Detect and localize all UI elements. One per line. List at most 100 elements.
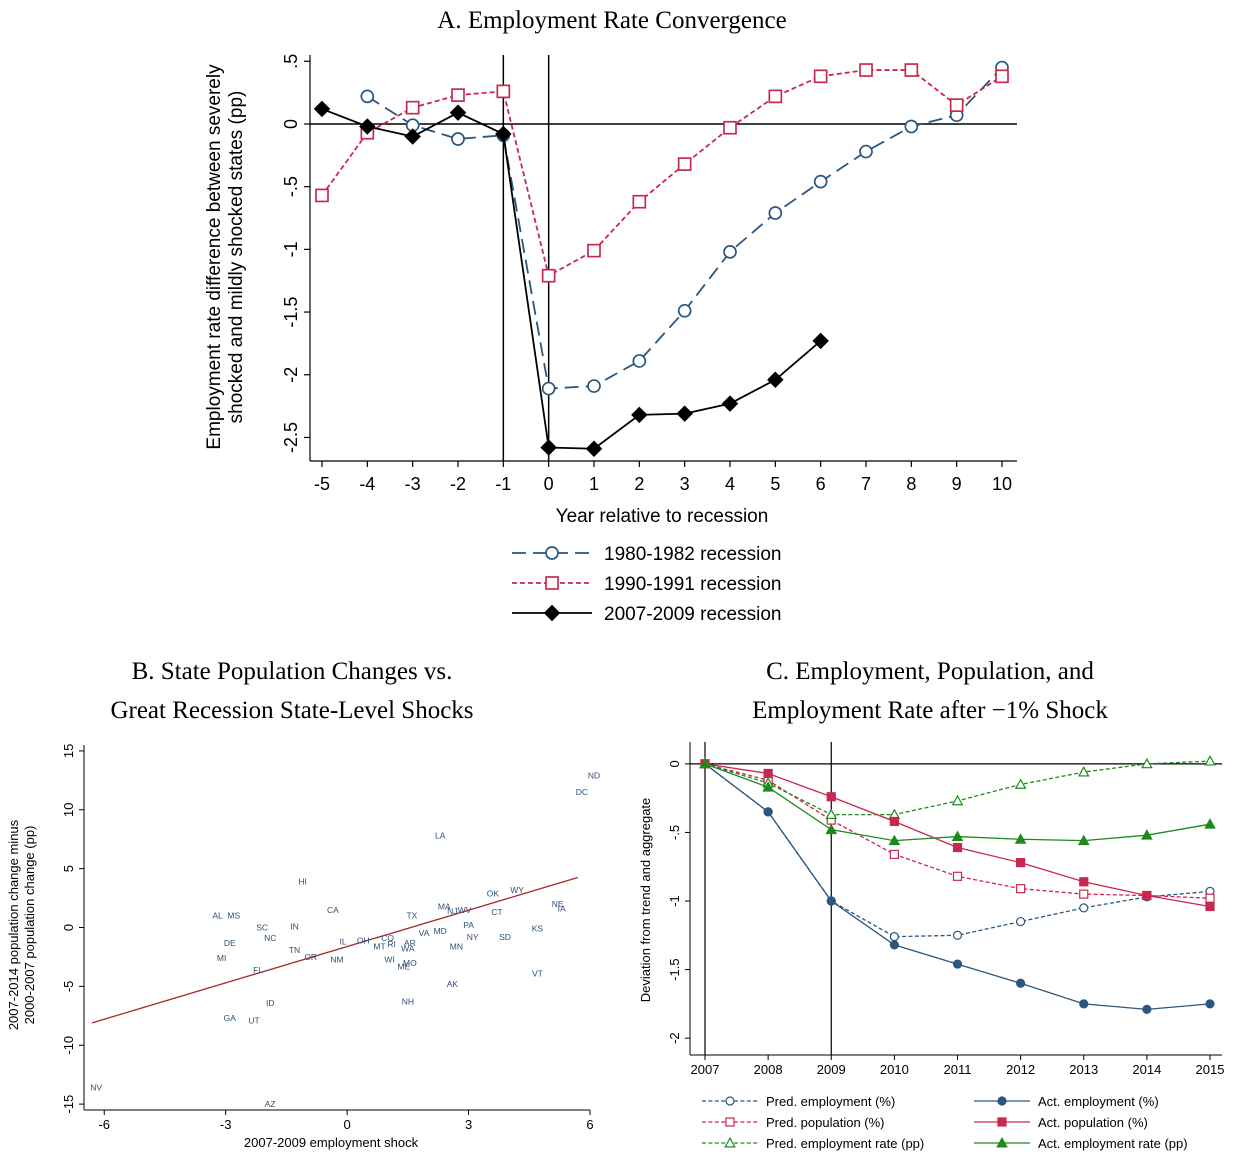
panel-c-series xyxy=(699,755,1216,1014)
state-label: HI xyxy=(298,877,307,887)
data-point xyxy=(699,757,711,769)
state-label: SC xyxy=(256,923,268,933)
state-label: IL xyxy=(340,937,347,947)
panel-a-series xyxy=(313,60,1009,457)
state-label: AL xyxy=(212,911,223,921)
data-point xyxy=(904,63,919,77)
data-point xyxy=(889,816,899,827)
panel-b-ylabel-line2: 2000-2007 population change (pp) xyxy=(22,826,37,1025)
y-tick-label: 0 xyxy=(667,760,682,767)
data-point xyxy=(495,125,512,143)
state-label: NY xyxy=(467,932,479,942)
panel-b-xlabel: 2007-2009 employment shock xyxy=(244,1135,419,1150)
state-label: MT xyxy=(373,941,385,951)
panel-a-y-ticks: .5 0 -.5 -1 -1.5 -2 -2.5 xyxy=(281,54,310,453)
data-point xyxy=(1204,755,1216,766)
y-tick-label: 15 xyxy=(61,744,76,758)
state-label: FL xyxy=(253,965,263,975)
y-tick-label: -2.5 xyxy=(281,422,301,453)
x-tick-label: -4 xyxy=(359,474,375,494)
data-point xyxy=(1204,818,1216,829)
data-point xyxy=(631,406,648,424)
y-tick-label: 0 xyxy=(61,924,76,931)
data-point xyxy=(825,823,838,835)
data-point xyxy=(763,807,773,817)
data-point xyxy=(1016,916,1026,927)
panel-c: C. Employment, Population, and Employmen… xyxy=(638,658,1224,1151)
state-label: MS xyxy=(227,911,240,921)
panel-c-ylabel: Deviation from trend and aggregate xyxy=(638,798,653,1003)
data-point xyxy=(904,119,919,134)
state-label: IN xyxy=(290,921,299,931)
data-point xyxy=(632,354,647,368)
data-point xyxy=(1079,999,1089,1009)
y-tick-label: -1 xyxy=(281,241,301,257)
data-point xyxy=(888,834,901,846)
data-point xyxy=(763,768,773,779)
series-line xyxy=(321,108,822,450)
state-label: IA xyxy=(558,904,566,914)
x-tick-label: 1 xyxy=(589,474,599,494)
x-tick-label: 5 xyxy=(770,474,780,494)
series-1 xyxy=(315,63,1009,283)
state-label: SD xyxy=(499,932,511,942)
data-point xyxy=(359,118,376,135)
state-label: MD xyxy=(434,926,447,936)
data-point xyxy=(721,395,739,412)
x-tick-label: -6 xyxy=(98,1117,110,1132)
x-tick-label: -3 xyxy=(405,474,421,494)
x-tick-label: 10 xyxy=(992,474,1012,494)
x-tick-label: 8 xyxy=(906,474,916,494)
y-tick-label: 10 xyxy=(61,803,76,817)
panel-b-title-line1: B. State Population Changes vs. xyxy=(132,658,453,685)
data-point xyxy=(1205,893,1215,903)
data-point xyxy=(1016,884,1026,894)
x-tick-label: -5 xyxy=(314,474,330,494)
state-label: NV xyxy=(90,1083,102,1093)
data-point xyxy=(826,896,836,906)
state-label: AR xyxy=(404,938,416,948)
x-tick-label: 2013 xyxy=(1069,1062,1098,1077)
legend-marker xyxy=(724,1136,736,1148)
x-tick-label: -1 xyxy=(495,474,511,494)
data-point xyxy=(723,245,737,259)
state-label: GA xyxy=(224,1013,237,1023)
state-label: TN xyxy=(289,945,300,955)
state-label: ND xyxy=(588,771,600,781)
y-tick-label: -1 xyxy=(667,895,682,907)
state-label: OR xyxy=(304,952,317,962)
data-point xyxy=(951,794,964,806)
y-tick-label: 5 xyxy=(61,865,76,872)
panel-a-reference-lines xyxy=(310,55,1017,461)
state-label: WI xyxy=(384,954,394,964)
data-point xyxy=(541,381,556,396)
x-tick-label: 3 xyxy=(680,474,690,494)
data-point xyxy=(812,332,829,350)
data-point xyxy=(952,842,963,853)
state-label: UT xyxy=(248,1016,259,1026)
state-label: WA xyxy=(401,944,415,954)
data-point xyxy=(1077,766,1090,777)
panel-b-y-ticks: 15 10 5 0 -5 -10 -15 xyxy=(61,744,84,1114)
legend-label: Act. employment (%) xyxy=(1038,1094,1159,1109)
data-point xyxy=(540,439,557,456)
data-point xyxy=(1205,999,1215,1009)
y-tick-label: -15 xyxy=(61,1095,76,1114)
x-tick-label: 2007 xyxy=(691,1062,720,1077)
legend-marker xyxy=(545,546,559,560)
legend-marker xyxy=(997,1117,1007,1127)
legend-marker xyxy=(725,1096,735,1106)
panel-a-ylabel-line2: shocked and mildly shocked states (pp) xyxy=(226,91,247,424)
data-point xyxy=(889,849,899,859)
data-point xyxy=(1141,829,1153,840)
state-label: VT xyxy=(532,968,543,978)
legend-label: Act. population (%) xyxy=(1038,1115,1148,1130)
panel-a-title: A. Employment Rate Convergence xyxy=(437,7,786,34)
data-point xyxy=(813,174,828,189)
state-label: AK xyxy=(447,979,459,989)
data-point xyxy=(1016,857,1026,868)
panel-c-legend: Pred. employment (%) Pred. population (%)… xyxy=(702,1094,1188,1151)
data-point xyxy=(768,89,783,104)
